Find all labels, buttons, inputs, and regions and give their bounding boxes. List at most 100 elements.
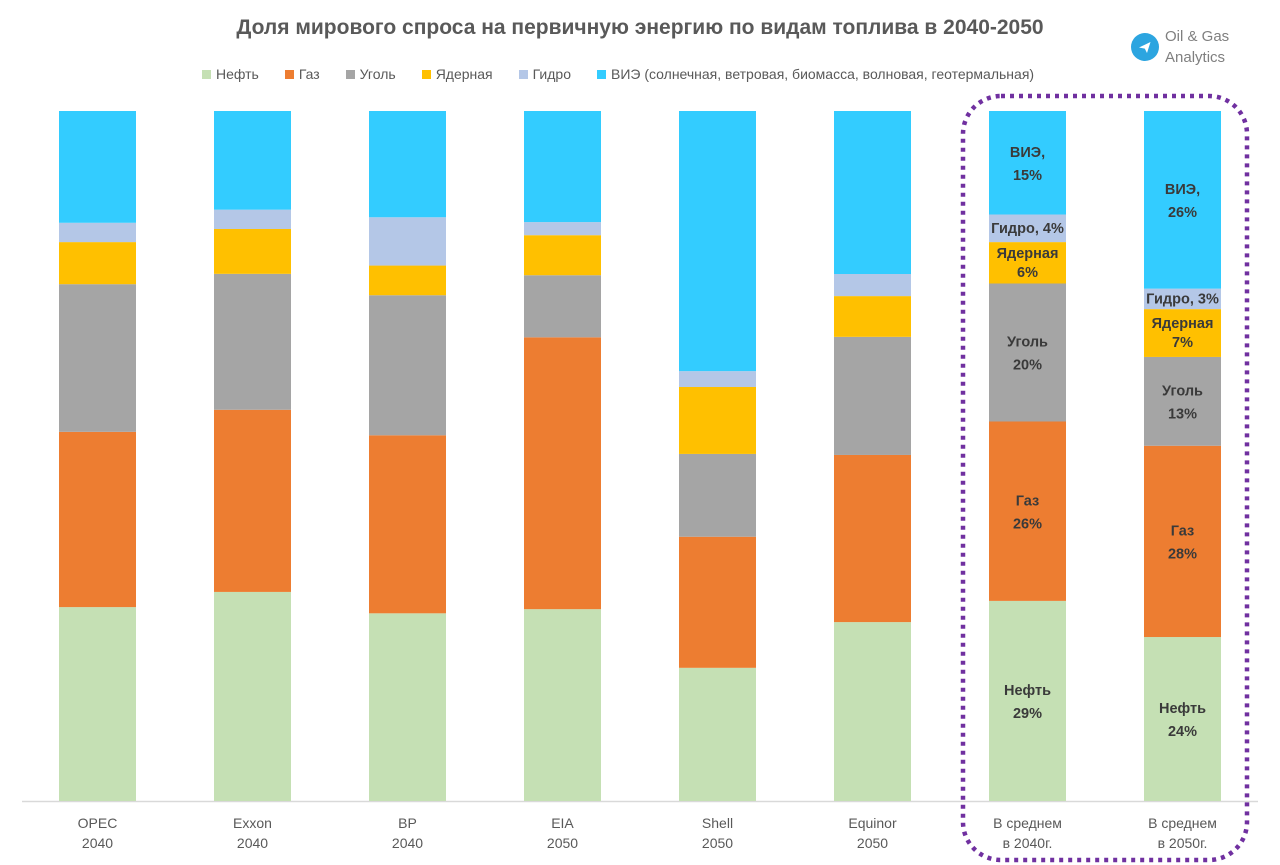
data-label: Гидро, 4%: [991, 221, 1064, 237]
x-tick-label: В среднем: [1148, 815, 1217, 831]
bar-segment-hydro: [679, 371, 756, 387]
legend-swatch-coal: [345, 69, 355, 79]
bar-segment-renewables: [989, 111, 1066, 215]
data-label: ВИЭ,: [1010, 145, 1045, 161]
legend-item-renewables: ВИЭ (солнечная, ветровая, биомасса, волн…: [597, 66, 1034, 82]
x-tick-label: 2040: [82, 835, 113, 851]
brand-line-1: Oil & Gas: [1165, 28, 1230, 45]
legend: Нефть Газ Уголь Ядерная Гидро ВИЭ (солне…: [202, 66, 1060, 82]
bar-segment-hydro: [834, 274, 911, 297]
data-label: Газ: [1016, 493, 1039, 509]
legend-swatch-nuclear: [421, 69, 431, 79]
bar-segment-renewables: [59, 111, 136, 223]
bar-segment-hydro: [214, 209, 291, 229]
bar-segment-nuclear: [369, 265, 446, 296]
bar-segment-coal: [989, 283, 1066, 422]
bar-segment-nuclear: [59, 242, 136, 285]
bar-segment-oil: [369, 613, 446, 801]
bar-segment-gas: [369, 435, 446, 614]
x-tick-label: 2040: [392, 835, 423, 851]
bar-segment-renewables: [834, 111, 911, 275]
bar-segment-coal: [369, 295, 446, 436]
data-label: 6%: [1017, 265, 1038, 281]
bar-segment-oil: [834, 622, 911, 801]
bar-segment-oil: [59, 607, 136, 801]
bar-segment-oil: [989, 600, 1066, 801]
data-label: Ядерная: [997, 246, 1059, 262]
legend-item-hydro: Гидро: [518, 66, 571, 82]
bar-segment-renewables: [1144, 111, 1221, 289]
brand-line-2: Analytics: [1165, 49, 1226, 66]
bar-segment-oil: [524, 609, 601, 801]
x-tick-label: Equinor: [848, 815, 897, 831]
bar-segment-oil: [1144, 637, 1221, 801]
data-label: 29%: [1013, 706, 1042, 722]
bar-segment-coal: [679, 453, 756, 537]
x-tick-label: Shell: [702, 815, 733, 831]
bar-segment-hydro: [1144, 288, 1221, 310]
data-label: Гидро, 3%: [1146, 292, 1219, 308]
data-label: 7%: [1172, 335, 1193, 351]
bar-segment-nuclear: [214, 228, 291, 274]
bar-segment-hydro: [59, 222, 136, 243]
bar-segment-gas: [989, 421, 1066, 601]
bar-segment-renewables: [524, 111, 601, 223]
telegram-icon: [1131, 33, 1159, 61]
bar-segment-coal: [59, 284, 136, 432]
x-tick-label: 2050: [702, 835, 733, 851]
data-label: ВИЭ,: [1165, 182, 1200, 198]
bar-segment-gas: [834, 454, 911, 623]
data-label: 15%: [1013, 168, 1042, 184]
legend-label-nuclear: Ядерная: [435, 66, 493, 82]
x-tick-label: OPEC: [78, 815, 118, 831]
legend-item-gas: Газ: [284, 66, 320, 82]
data-label: Нефть: [1159, 701, 1206, 717]
x-tick-label: Exxon: [233, 815, 272, 831]
data-label: Уголь: [1162, 383, 1203, 399]
x-tick-label: 2050: [857, 835, 888, 851]
x-tick-label: в 2040г.: [1003, 835, 1053, 851]
legend-item-oil: Нефть: [202, 66, 259, 82]
data-label: 24%: [1168, 724, 1197, 740]
bar-segment-hydro: [524, 222, 601, 236]
highlight-box: [960, 93, 1250, 863]
bar-segment-renewables: [679, 111, 756, 372]
legend-swatch-hydro: [518, 69, 528, 79]
data-label: Нефть: [1004, 683, 1051, 699]
legend-label-oil: Нефть: [216, 66, 259, 82]
data-label: Ядерная: [1152, 316, 1214, 332]
bar-segment-gas: [679, 536, 756, 668]
bar-segment-hydro: [989, 214, 1066, 243]
bar-segment-gas: [524, 337, 601, 610]
legend-item-coal: Уголь: [345, 66, 396, 82]
bar-segment-gas: [59, 431, 136, 608]
bar-segment-gas: [1144, 445, 1221, 638]
bar-segment-nuclear: [834, 296, 911, 337]
bar-segment-coal: [834, 336, 911, 455]
bar-segment-nuclear: [989, 242, 1066, 284]
bar-segment-hydro: [369, 217, 446, 266]
bar-segment-nuclear: [679, 387, 756, 454]
data-label: 26%: [1013, 516, 1042, 532]
data-label: Уголь: [1007, 335, 1048, 351]
legend-item-nuclear: Ядерная: [421, 66, 493, 82]
legend-label-gas: Газ: [298, 66, 320, 82]
data-label: 26%: [1168, 205, 1197, 221]
bar-segment-oil: [679, 667, 756, 801]
bar-segment-coal: [524, 275, 601, 338]
legend-label-renewables: ВИЭ (солнечная, ветровая, биомасса, волн…: [611, 66, 1035, 82]
x-tick-label: 2040: [237, 835, 268, 851]
data-label: 28%: [1168, 546, 1197, 562]
x-tick-label: EIA: [551, 815, 574, 831]
data-label: Газ: [1171, 523, 1194, 539]
bar-segment-coal: [1144, 356, 1221, 446]
bar-segment-coal: [214, 273, 291, 410]
bar-segment-renewables: [214, 111, 291, 210]
data-label: 13%: [1168, 406, 1197, 422]
chart-title: Доля мирового спроса на первичную энерги…: [236, 16, 1044, 39]
x-tick-label: В среднем: [993, 815, 1062, 831]
bar-segment-renewables: [369, 111, 446, 218]
bar-segment-oil: [214, 591, 291, 801]
brand-logo: Oil & Gas Analytics: [1131, 26, 1229, 68]
